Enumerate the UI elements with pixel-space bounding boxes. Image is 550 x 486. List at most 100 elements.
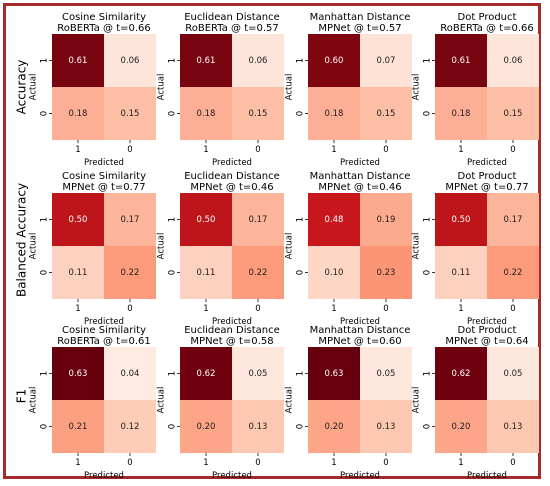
xtick-label-7-1: 0 <box>510 304 515 314</box>
cell-value-0-1-1: 0.15 <box>121 109 140 119</box>
cell-value-6-0-1: 0.19 <box>377 215 396 225</box>
ytick-label-4-0: 1 <box>40 217 50 222</box>
cell-value-5-1-0: 0.11 <box>197 268 216 278</box>
cell-value-6-1-1: 0.23 <box>377 268 396 278</box>
xtick-label-1-0: 1 <box>203 145 208 155</box>
xtick-label-6-0: 1 <box>331 304 336 314</box>
panel-title-6: Manhattan Distance <box>310 171 411 182</box>
ytick-label-2-1: 0 <box>296 111 306 116</box>
ylabel-1: Actual <box>157 74 167 101</box>
xtick-label-8-0: 1 <box>75 458 80 468</box>
cell-0-1-0 <box>52 87 104 140</box>
cell-2-0-1 <box>360 34 412 87</box>
xlabel-5: Predicted <box>212 317 252 327</box>
ylabel-9: Actual <box>157 387 167 414</box>
cell-9-0-1 <box>232 347 284 400</box>
xtick-label-0-0: 1 <box>75 145 80 155</box>
cell-1-0-1 <box>232 34 284 87</box>
cell-value-7-0-0: 0.50 <box>452 215 471 225</box>
ytick-label-5-0: 1 <box>168 217 178 222</box>
cell-5-0-1 <box>232 193 284 246</box>
row-label-2: F1 <box>15 389 29 404</box>
cell-4-1-1 <box>104 246 156 299</box>
cell-value-10-0-0: 0.63 <box>325 369 344 379</box>
cell-value-3-1-1: 0.15 <box>504 109 523 119</box>
cell-3-1-0 <box>435 87 487 140</box>
cell-9-1-0 <box>180 400 232 453</box>
ytick-label-0-1: 0 <box>40 111 50 116</box>
cell-0-1-1 <box>104 87 156 140</box>
cell-10-0-0 <box>308 347 360 400</box>
ytick-label-8-0: 1 <box>40 371 50 376</box>
cell-value-10-1-1: 0.13 <box>377 422 396 432</box>
xlabel-2: Predicted <box>340 158 380 168</box>
ylabel-4: Actual <box>29 233 39 260</box>
cell-11-1-1 <box>487 400 539 453</box>
ylabel-7: Actual <box>412 233 422 260</box>
panel-subtitle-4: MPNet @ t=0.77 <box>62 182 145 193</box>
panel-title-10: Manhattan Distance <box>310 325 411 336</box>
xtick-label-0-1: 0 <box>127 145 132 155</box>
cell-value-9-0-0: 0.62 <box>197 369 216 379</box>
cell-value-5-0-0: 0.50 <box>197 215 216 225</box>
cell-value-1-1-1: 0.15 <box>249 109 268 119</box>
xtick-label-7-0: 1 <box>458 304 463 314</box>
cell-5-1-0 <box>180 246 232 299</box>
panel-title-5: Euclidean Distance <box>184 171 280 182</box>
cell-11-0-0 <box>435 347 487 400</box>
cell-1-1-1 <box>232 87 284 140</box>
cell-4-0-0 <box>52 193 104 246</box>
cell-value-6-0-0: 0.48 <box>325 215 344 225</box>
cell-value-9-1-1: 0.13 <box>249 422 268 432</box>
panel-subtitle-8: RoBERTa @ t=0.61 <box>57 336 151 347</box>
cell-8-1-1 <box>104 400 156 453</box>
cell-value-11-0-0: 0.62 <box>452 369 471 379</box>
panel-subtitle-5: MPNet @ t=0.46 <box>190 182 273 193</box>
cell-11-0-1 <box>487 347 539 400</box>
panel-title-1: Euclidean Distance <box>184 12 280 23</box>
panel-title-4: Cosine Similarity <box>62 171 146 182</box>
ytick-label-10-0: 1 <box>296 371 306 376</box>
panel-subtitle-11: MPNet @ t=0.64 <box>445 336 528 347</box>
cell-value-1-1-0: 0.18 <box>197 109 216 119</box>
panel-subtitle-9: MPNet @ t=0.58 <box>190 336 273 347</box>
ytick-label-2-0: 1 <box>296 58 306 63</box>
cell-value-5-1-1: 0.22 <box>249 268 268 278</box>
cell-value-2-0-1: 0.07 <box>377 56 396 66</box>
ylabel-8: Actual <box>29 387 39 414</box>
cell-value-8-1-0: 0.21 <box>69 422 88 432</box>
cell-value-11-1-1: 0.13 <box>504 422 523 432</box>
xlabel-7: Predicted <box>467 317 507 327</box>
ylabel-10: Actual <box>285 387 295 414</box>
cell-7-0-0 <box>435 193 487 246</box>
cell-value-9-0-1: 0.05 <box>249 369 268 379</box>
cell-0-0-1 <box>104 34 156 87</box>
panel-title-3: Dot Product <box>458 12 517 23</box>
panel-title-7: Dot Product <box>458 171 517 182</box>
xlabel-4: Predicted <box>84 317 124 327</box>
ytick-label-9-1: 0 <box>168 424 178 429</box>
cell-3-1-1 <box>487 87 539 140</box>
cell-value-2-1-1: 0.15 <box>377 109 396 119</box>
cell-7-1-0 <box>435 246 487 299</box>
ytick-label-6-1: 0 <box>296 270 306 275</box>
panel-subtitle-7: MPNet @ t=0.77 <box>445 182 528 193</box>
xlabel-8: Predicted <box>84 471 124 481</box>
cell-value-7-1-1: 0.22 <box>504 268 523 278</box>
xtick-label-5-0: 1 <box>203 304 208 314</box>
ylabel-6: Actual <box>285 233 295 260</box>
ytick-label-7-0: 1 <box>423 217 433 222</box>
ytick-label-10-1: 0 <box>296 424 306 429</box>
xtick-label-2-1: 0 <box>383 145 388 155</box>
cell-value-0-0-0: 0.61 <box>69 56 88 66</box>
cell-2-1-0 <box>308 87 360 140</box>
ylabel-2: Actual <box>285 74 295 101</box>
cell-value-7-0-1: 0.17 <box>504 215 523 225</box>
xtick-label-9-0: 1 <box>203 458 208 468</box>
ytick-label-1-0: 1 <box>168 58 178 63</box>
cell-value-4-1-0: 0.11 <box>69 268 88 278</box>
cell-10-0-1 <box>360 347 412 400</box>
ylabel-0: Actual <box>29 74 39 101</box>
panel-subtitle-1: RoBERTa @ t=0.57 <box>185 23 279 34</box>
